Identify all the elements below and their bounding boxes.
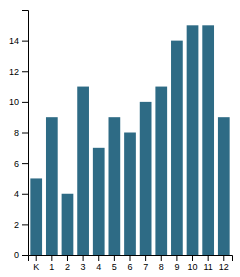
x-tick-mark [176, 255, 177, 261]
x-tick-label: 5 [112, 262, 117, 272]
bar [218, 117, 230, 255]
x-tick: 3 [81, 255, 86, 272]
x-tick: 2 [65, 255, 70, 272]
bar [46, 117, 58, 255]
y-tick-mark [22, 224, 28, 225]
x-tick: 10 [188, 255, 198, 272]
x-tick-label: 7 [143, 262, 148, 272]
x-tick-mark [208, 255, 209, 261]
y-tick-label: 14 [9, 36, 19, 46]
x-tick-mark [51, 255, 52, 261]
x-axis: K123456789101112 [29, 255, 233, 272]
x-tick-mark [161, 255, 162, 261]
x-tick: 5 [112, 255, 117, 272]
y-tick: 8 [14, 128, 28, 138]
bar [187, 25, 199, 255]
y-axis-line [22, 11, 29, 256]
y-tick: 10 [9, 97, 28, 107]
y-tick-label: 2 [14, 220, 19, 230]
y-tick-mark [22, 133, 28, 134]
bar [155, 87, 167, 255]
x-tick-label: 12 [219, 262, 229, 272]
x-tick: 9 [174, 255, 179, 272]
x-tick-label: 9 [174, 262, 179, 272]
bar [77, 87, 89, 255]
y-tick-mark [22, 255, 28, 256]
x-tick-label: 8 [159, 262, 164, 272]
y-tick-label: 8 [14, 128, 19, 138]
x-tick-label: K [33, 262, 39, 272]
x-tick: 8 [159, 255, 164, 272]
bar [202, 25, 214, 255]
y-tick-label: 0 [14, 250, 19, 260]
y-tick: 12 [9, 67, 28, 77]
y-tick-mark [22, 194, 28, 195]
y-tick: 14 [9, 36, 28, 46]
x-tick-label: 2 [65, 262, 70, 272]
x-tick-label: 3 [81, 262, 86, 272]
x-tick-mark [67, 255, 68, 261]
bar [30, 178, 42, 255]
y-tick-mark [22, 163, 28, 164]
y-tick: 2 [14, 220, 28, 230]
y-tick-label: 12 [9, 67, 19, 77]
x-tick: 7 [143, 255, 148, 272]
x-tick: 4 [96, 255, 101, 272]
x-tick-mark [36, 255, 37, 261]
y-tick: 4 [14, 189, 28, 199]
bar [62, 194, 74, 255]
x-axis-line [29, 256, 233, 262]
bar [171, 41, 183, 255]
x-tick: 6 [127, 255, 132, 272]
y-tick-mark [22, 102, 28, 103]
x-tick-mark [130, 255, 131, 261]
x-tick-mark [98, 255, 99, 261]
x-tick: 1 [49, 255, 54, 272]
chart: 02468101214K123456789101112 [0, 0, 240, 277]
y-axis: 0 2 4 6 8 10 12 14 [9, 11, 29, 261]
x-tick: 11 [203, 255, 212, 272]
x-tick-mark [192, 255, 193, 261]
x-tick-label: 1 [49, 262, 54, 272]
x-tick: K [33, 255, 39, 272]
bars [30, 25, 229, 255]
x-tick-label: 6 [127, 262, 132, 272]
y-tick-label: 6 [14, 159, 19, 169]
x-tick-mark [83, 255, 84, 261]
bar [109, 117, 121, 255]
y-tick: 6 [14, 159, 28, 169]
bar [124, 133, 136, 256]
x-tick-mark [145, 255, 146, 261]
y-tick: 0 [14, 250, 28, 260]
bar [140, 102, 152, 255]
y-tick-mark [22, 71, 28, 72]
x-tick-mark [223, 255, 224, 261]
x-tick-label: 11 [203, 262, 212, 272]
y-tick-mark [22, 41, 28, 42]
bar [93, 148, 105, 255]
y-tick-label: 4 [14, 189, 19, 199]
x-tick: 12 [219, 255, 229, 272]
x-tick-label: 10 [188, 262, 198, 272]
x-tick-label: 4 [96, 262, 101, 272]
x-tick-mark [114, 255, 115, 261]
y-tick-label: 10 [9, 97, 19, 107]
plot-area: 02468101214K123456789101112 [9, 11, 233, 273]
